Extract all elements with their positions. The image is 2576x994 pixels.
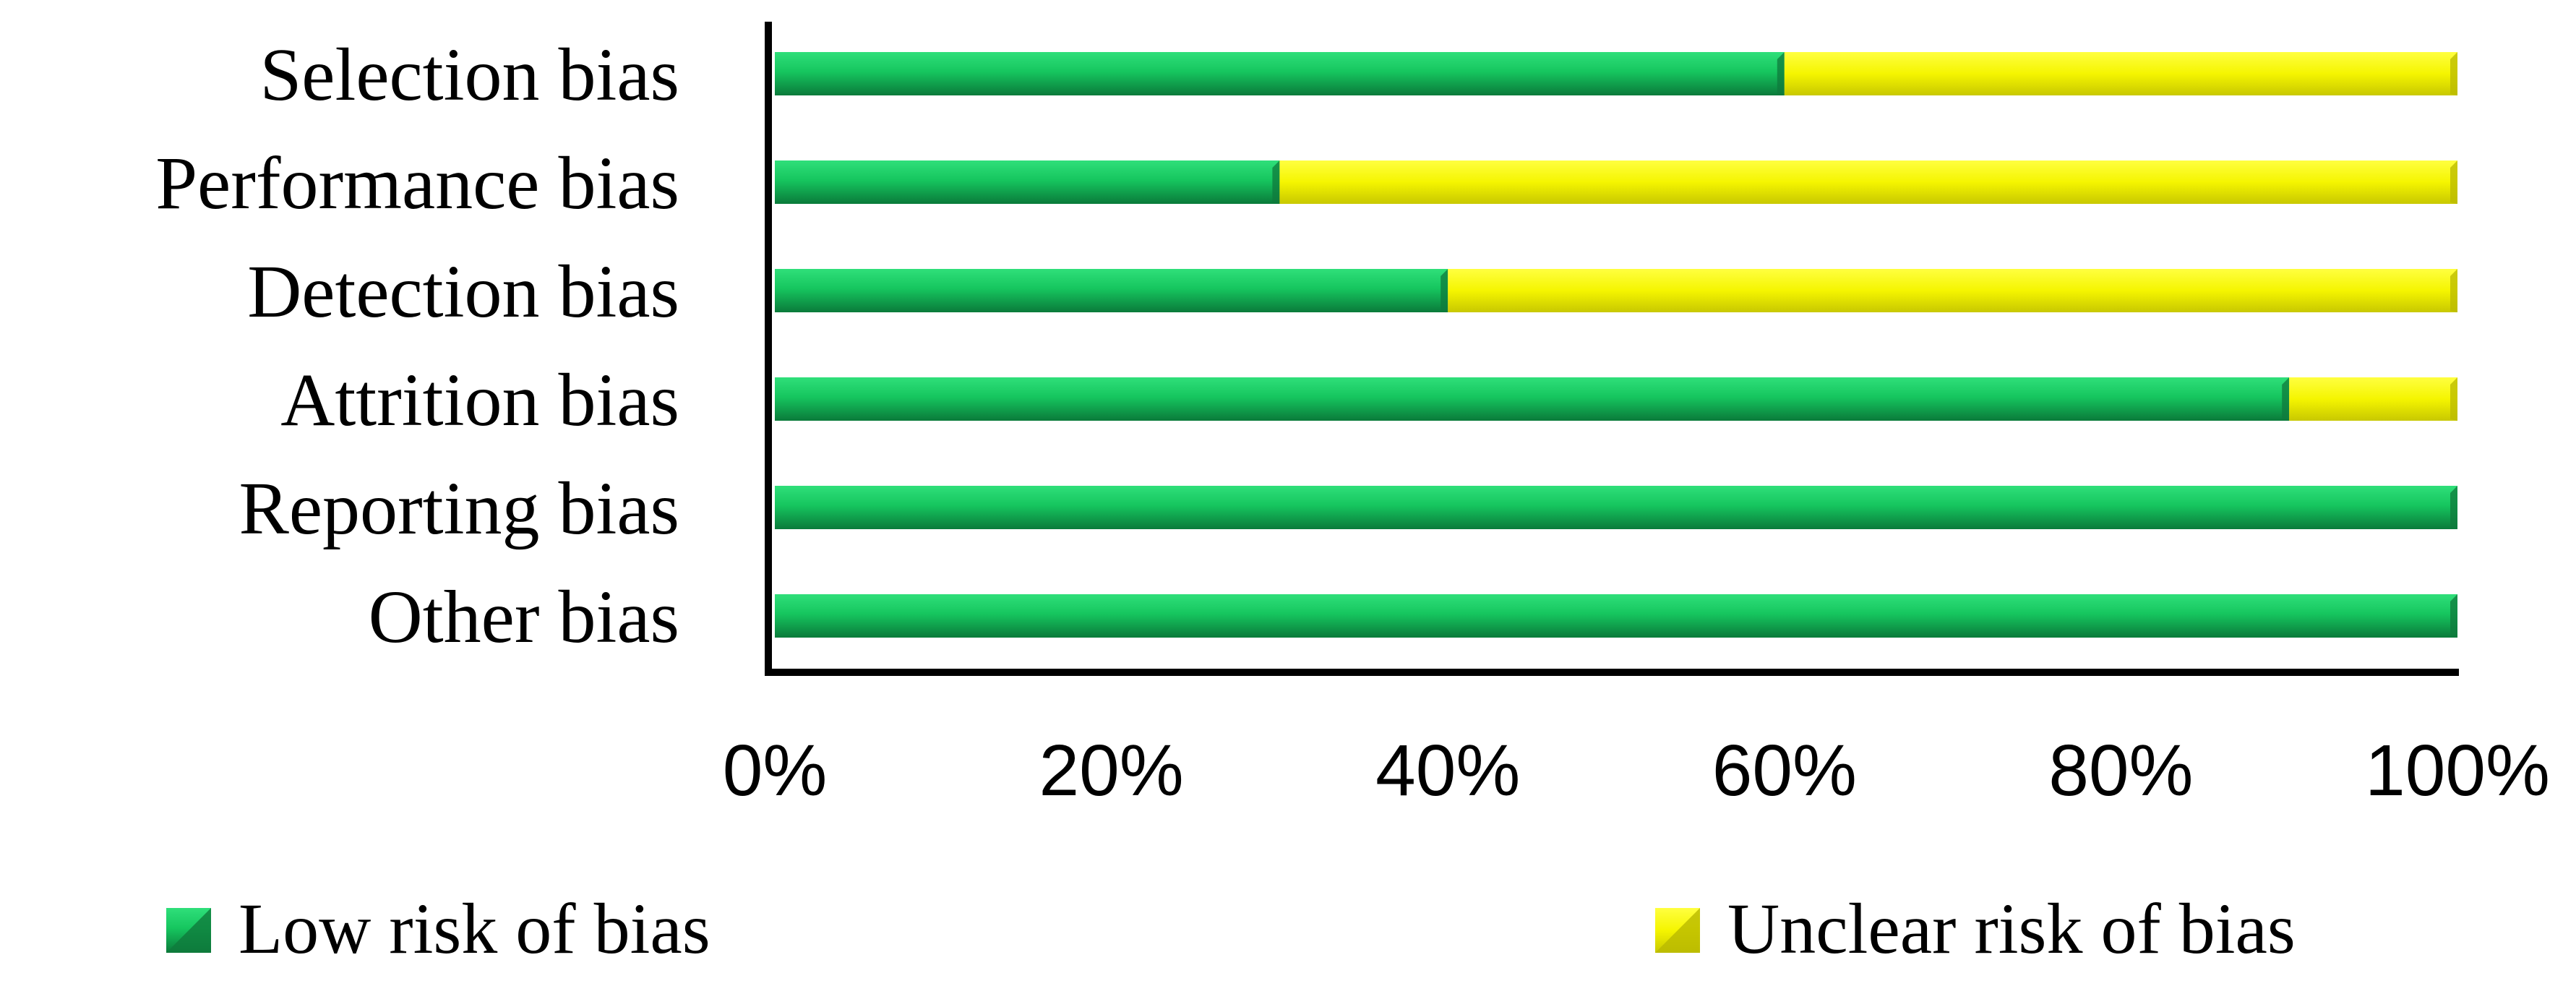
legend-label: Unclear risk of bias — [1727, 888, 2296, 969]
bar-low-risk-of-bias-selection-bias — [775, 52, 1785, 95]
legend: Low risk of bias Unclear risk of bias — [166, 888, 2296, 969]
x-tick-label: 60% — [1712, 730, 1857, 811]
axes — [765, 22, 2459, 676]
bar-unclear-risk-of-bias-selection-bias — [1784, 52, 2457, 95]
x-tick-label: 40% — [1375, 730, 1520, 811]
category-label: Reporting bias — [239, 467, 679, 550]
x-tick-label: 100% — [2365, 730, 2550, 811]
x-tick-label: 80% — [2048, 730, 2193, 811]
bar-unclear-risk-of-bias-attrition-bias — [2289, 377, 2457, 421]
category-label: Attrition bias — [280, 359, 679, 442]
bar-unclear-risk-of-bias-performance-bias — [1279, 160, 2457, 204]
bar-low-risk-of-bias-detection-bias — [775, 269, 1448, 312]
bar-low-risk-of-bias-attrition-bias — [775, 377, 2290, 421]
bar-low-risk-of-bias-other-bias — [775, 594, 2457, 638]
category-label: Performance bias — [155, 142, 679, 225]
legend-item-unclear-risk-of-bias: Unclear risk of bias — [1655, 888, 2296, 969]
bar-low-risk-of-bias-reporting-bias — [775, 486, 2457, 529]
category-labels: Selection bias Performance bias Detection … — [155, 33, 679, 659]
category-label: Other bias — [369, 575, 679, 659]
category-label: Detection bias — [247, 250, 679, 333]
category-label: Selection bias — [259, 33, 679, 116]
legend-item-low-risk-of-bias: Low risk of bias — [166, 888, 710, 969]
legend-swatch — [1655, 908, 1700, 953]
bar-low-risk-of-bias-performance-bias — [775, 160, 1280, 204]
x-tick-label: 20% — [1039, 730, 1184, 811]
x-tick-label: 0% — [723, 730, 828, 811]
legend-label: Low risk of bias — [239, 888, 710, 969]
plot-area — [775, 52, 2457, 638]
legend-swatch — [166, 908, 211, 953]
bar-unclear-risk-of-bias-detection-bias — [1448, 269, 2457, 312]
x-tick-labels: 0% 20% 40% 60% 80% 100% — [723, 730, 2550, 811]
